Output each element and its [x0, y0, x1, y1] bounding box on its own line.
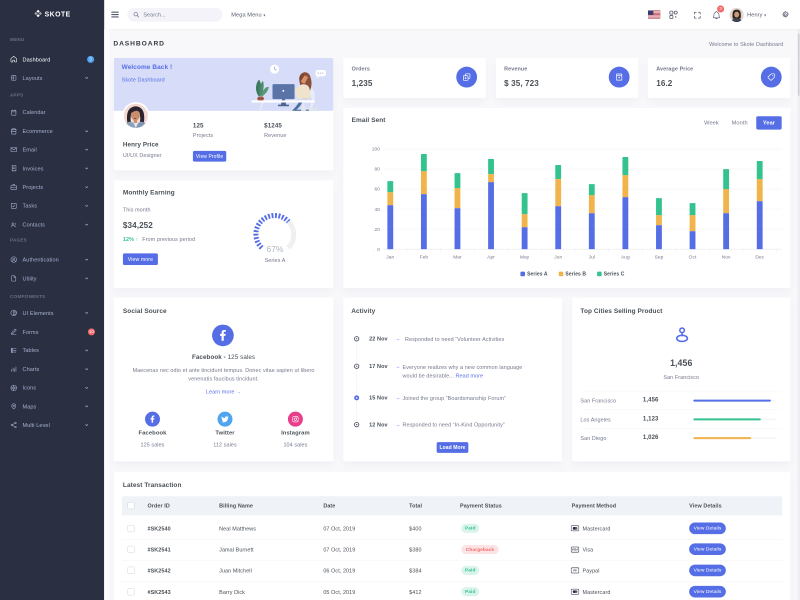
svg-text:Series C: Series C — [604, 272, 625, 278]
svg-text:Sep: Sep — [655, 254, 664, 260]
svg-text:Jun: Jun — [554, 254, 562, 260]
svg-text:80: 80 — [375, 167, 381, 173]
svg-text:VISA: VISA — [572, 547, 579, 551]
svg-text:100: 100 — [372, 147, 380, 153]
svg-text:Series B: Series B — [565, 272, 586, 278]
svg-text:Mar: Mar — [453, 254, 462, 260]
svg-text:67%: 67% — [267, 244, 284, 254]
svg-text:0: 0 — [377, 247, 380, 253]
svg-text:Feb: Feb — [420, 254, 429, 260]
svg-text:Dec: Dec — [755, 254, 764, 260]
svg-text:60: 60 — [375, 187, 381, 193]
svg-text:40: 40 — [375, 207, 381, 213]
svg-text:PP: PP — [573, 570, 577, 573]
svg-text:20: 20 — [375, 227, 381, 233]
svg-text:Aug: Aug — [621, 254, 630, 260]
svg-text:Apr: Apr — [487, 254, 495, 260]
svg-text:May: May — [520, 254, 530, 260]
svg-text:Jan: Jan — [386, 254, 394, 260]
svg-text:Jul: Jul — [589, 254, 595, 260]
svg-text:Series A: Series A — [527, 272, 548, 278]
svg-text:Nov: Nov — [722, 254, 731, 260]
svg-text:Oct: Oct — [689, 254, 697, 260]
svg-text:Series A: Series A — [265, 258, 286, 264]
